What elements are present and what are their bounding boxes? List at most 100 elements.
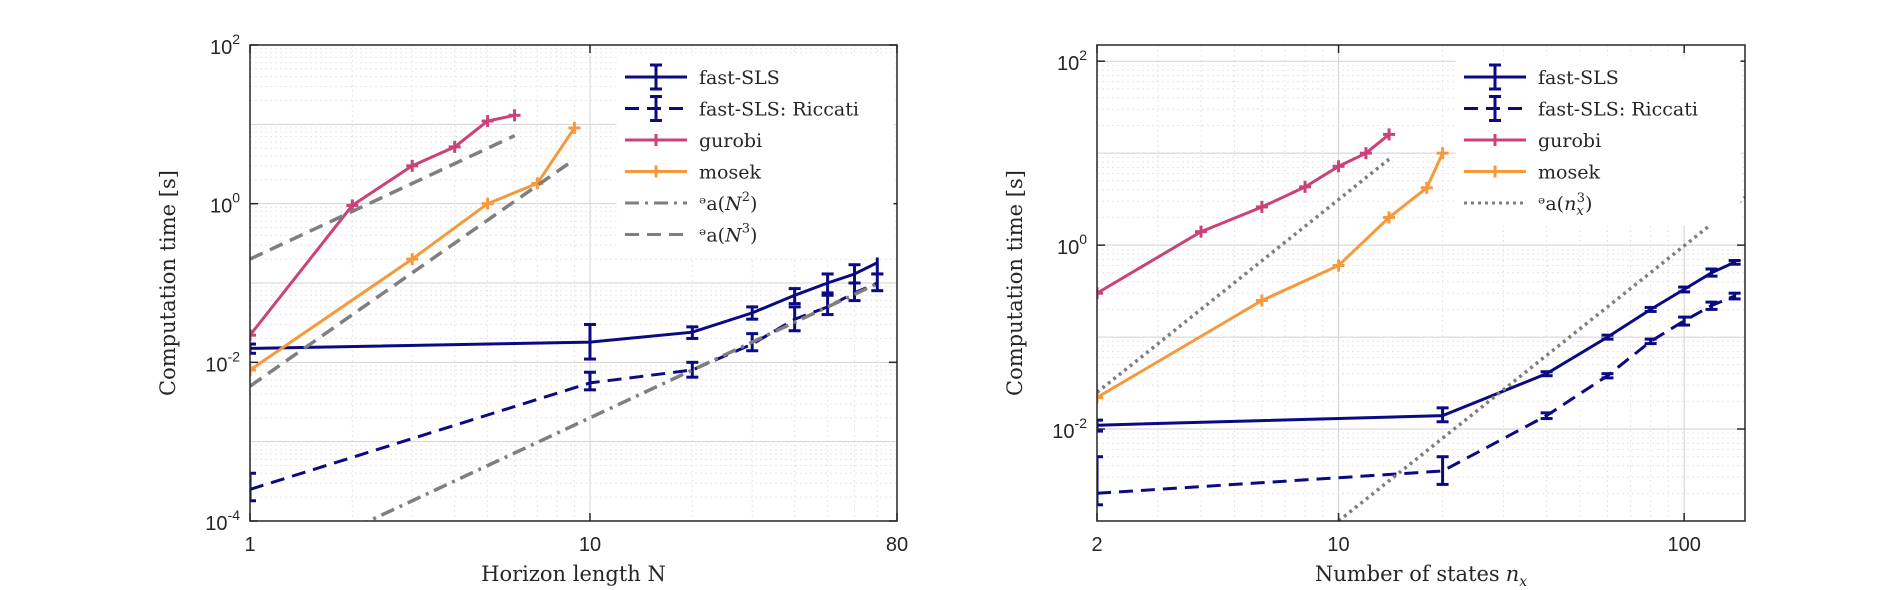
data-point — [448, 140, 461, 153]
legend-label: gurobi — [1538, 130, 1601, 152]
x-tick-label: 2 — [1091, 534, 1102, 556]
series-line-fast-SLS — [250, 261, 878, 350]
chart-left-horizon: 1 10 80 10-4 10-2 100 102 Horizon length N Compu… — [156, 31, 908, 586]
error-bar — [1705, 300, 1718, 311]
data-point — [1332, 259, 1345, 272]
series-line-guide-6 — [250, 134, 516, 261]
legend-item: fast-SLS — [625, 63, 780, 91]
y-tick-label: 100 — [210, 190, 240, 218]
legend: fast-SLS fast-SLS: Riccati gurobi mosek ᵊa(n… — [1455, 56, 1741, 226]
data-point — [1195, 225, 1208, 238]
data-point — [568, 121, 581, 134]
legend-label: mosek — [699, 162, 761, 184]
data-point — [1383, 211, 1396, 224]
legend-label: fast-SLS: Riccati — [1538, 99, 1698, 121]
data-point — [481, 115, 494, 128]
axes: 1 10 80 10-4 10-2 100 102 — [205, 31, 908, 556]
legend-label: mosek — [1538, 162, 1600, 184]
axes: 2 10 100 10-2 100 102 — [1052, 44, 1746, 556]
legend-item: fast-SLS — [1464, 63, 1619, 91]
error-bar — [821, 272, 834, 295]
error-bar — [250, 471, 256, 503]
error-bar — [821, 293, 834, 317]
legend-box — [616, 56, 894, 258]
error-bar — [746, 305, 759, 321]
legend-item: mosek — [1464, 162, 1600, 184]
data-point — [481, 197, 494, 210]
x-tick-label: 1 — [244, 534, 255, 556]
x-tick-label: 100 — [1667, 534, 1700, 556]
error-bar — [1601, 333, 1614, 341]
data-point — [346, 199, 359, 212]
x-axis-label: Number of states nx — [1315, 562, 1527, 590]
legend-label: fast-SLS — [1538, 67, 1619, 89]
data-point — [1332, 160, 1345, 173]
error-bar — [1705, 267, 1718, 278]
error-bar — [250, 342, 256, 355]
error-bar — [686, 360, 699, 379]
legend-label: gurobi — [699, 130, 762, 152]
data-point — [406, 159, 419, 172]
x-tick-label: 10 — [1327, 534, 1349, 556]
y-tick-label: 10-4 — [205, 507, 240, 535]
series-group — [1097, 128, 1745, 521]
data-point — [1097, 287, 1103, 300]
legend-item: gurobi — [1464, 130, 1601, 152]
error-bar — [1678, 285, 1691, 294]
legend-label: fast-SLS — [699, 67, 780, 89]
legend-item: gurobi — [625, 130, 762, 152]
data-point — [1097, 391, 1103, 404]
error-bar — [1540, 411, 1553, 421]
data-point — [406, 253, 419, 266]
data-point — [1255, 200, 1268, 213]
y-axis-label: Computation time [s] — [1003, 170, 1027, 396]
series-line-fast-SLS: Riccati — [1097, 294, 1736, 495]
y-tick-label: 102 — [210, 31, 240, 59]
legend-label: fast-SLS: Riccati — [699, 99, 859, 121]
legend-item: ᵊa(N3) — [625, 222, 757, 247]
data-point — [1299, 180, 1312, 193]
data-point — [1420, 181, 1433, 194]
error-bar — [1678, 315, 1691, 327]
data-point — [1255, 294, 1268, 307]
legend: fast-SLS fast-SLS: Riccati gurobi mosek ᵊa(N… — [616, 56, 894, 258]
x-axis-label: Horizon length N — [481, 562, 666, 586]
legend-label: ᵊa(nx3) — [1538, 191, 1592, 219]
data-point — [508, 109, 521, 122]
error-bar — [1728, 259, 1741, 266]
y-tick-label: 100 — [1057, 231, 1087, 259]
data-point — [250, 329, 256, 342]
data-point — [250, 364, 256, 377]
series-line-guide-5 — [1337, 196, 1745, 521]
legend-label: ᵊa(N3) — [699, 222, 757, 247]
legend-item: ᵊa(N2) — [625, 190, 757, 215]
x-tick-label: 10 — [579, 534, 601, 556]
axes-box — [249, 44, 898, 522]
error-bar — [1644, 337, 1657, 346]
error-bar — [1644, 305, 1657, 313]
error-bar — [871, 272, 884, 293]
error-bar — [848, 281, 861, 303]
legend-item: mosek — [625, 162, 761, 184]
data-point — [1436, 147, 1449, 160]
y-tick-label: 10-2 — [205, 348, 240, 376]
data-point — [1383, 128, 1396, 141]
legend-item: ᵊa(nx3) — [1464, 191, 1592, 219]
legend-item: fast-SLS: Riccati — [1464, 95, 1698, 122]
legend-item: fast-SLS: Riccati — [625, 95, 859, 122]
error-bar — [1540, 370, 1553, 378]
error-bar — [1097, 455, 1103, 507]
x-tick-label: 80 — [886, 534, 908, 556]
error-bar — [1436, 406, 1449, 424]
chart-right-states: 2 10 100 10-2 100 102 Number of states nx Comput… — [1003, 44, 1746, 590]
error-bar — [583, 370, 596, 392]
legend-label: ᵊa(N2) — [699, 190, 757, 215]
y-tick-label: 10-2 — [1052, 415, 1087, 443]
error-bar — [1436, 455, 1449, 486]
error-bar — [788, 305, 801, 333]
error-bar — [788, 287, 801, 306]
error-bar — [1097, 418, 1103, 433]
error-bar — [1728, 291, 1741, 301]
error-bar — [686, 325, 699, 340]
